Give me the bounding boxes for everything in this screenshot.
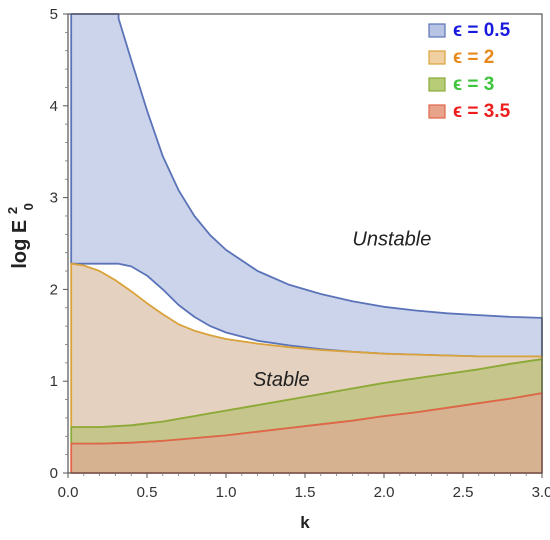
y-axis-title-main: log E — [9, 220, 31, 269]
y-tick-label: 5 — [50, 6, 58, 23]
annotations: Unstable Stable — [253, 228, 431, 390]
legend-swatch — [428, 23, 446, 38]
y-tick-label: 2 — [50, 281, 58, 298]
legend-label: ϵ = 3 — [453, 74, 494, 95]
y-axis-title-subscript: 0 — [21, 203, 36, 210]
y-tick-label: 0 — [50, 465, 58, 482]
legend: ϵ = 0.5 ϵ = 2 ϵ = 3 ϵ = 3.5 — [428, 20, 511, 122]
x-tick-label: 2.5 — [453, 484, 474, 501]
series-areas — [70, 13, 543, 474]
y-axis: 0 1 2 3 4 5 — [50, 6, 68, 482]
x-axis: 0.0 0.5 1.0 1.5 2.0 2.5 3.0 — [58, 473, 550, 501]
legend-swatch — [428, 77, 446, 92]
y-axis-title-superscript: 2 — [5, 207, 20, 214]
legend-swatch — [428, 104, 446, 119]
x-tick-label: 2.0 — [374, 484, 395, 501]
legend-swatch — [428, 50, 446, 65]
y-axis-title: log E 2 0 — [0, 201, 36, 268]
region-label: Unstable — [352, 228, 431, 250]
legend-label: ϵ = 2 — [453, 47, 494, 68]
x-tick-label: 1.5 — [295, 484, 316, 501]
legend-label: ϵ = 3.5 — [453, 101, 511, 122]
x-tick-label: 1.0 — [216, 484, 237, 501]
x-tick-label: 0.5 — [137, 484, 158, 501]
x-tick-label: 3.0 — [532, 484, 550, 501]
legend-label: ϵ = 0.5 — [453, 20, 511, 41]
x-axis-title: k — [300, 513, 310, 532]
y-tick-label: 1 — [50, 373, 58, 390]
region-label: Stable — [253, 369, 310, 391]
y-tick-label: 4 — [50, 98, 58, 115]
x-tick-label: 0.0 — [58, 484, 79, 501]
y-tick-label: 3 — [50, 190, 58, 207]
